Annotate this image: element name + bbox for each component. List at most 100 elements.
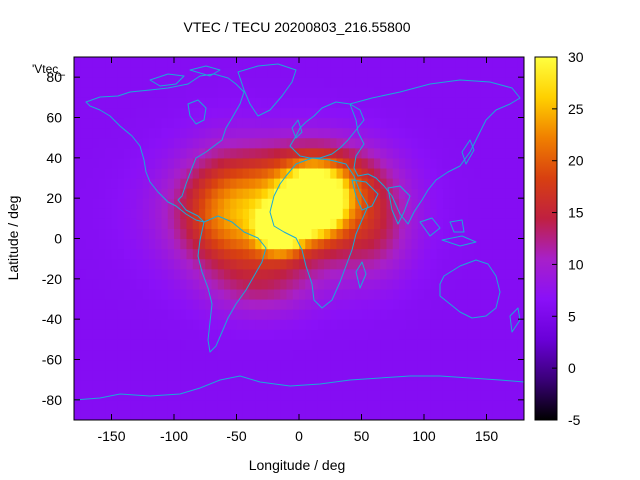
heat-cell xyxy=(517,389,524,401)
heat-cell xyxy=(480,127,488,139)
heat-cell xyxy=(411,268,419,280)
heat-cell xyxy=(174,399,181,411)
heat-cell xyxy=(155,107,163,119)
heat-cell xyxy=(99,309,106,320)
heat-cell xyxy=(455,188,463,199)
heat-cell xyxy=(330,268,338,280)
heat-cell xyxy=(317,87,325,98)
heat-cell xyxy=(111,238,119,250)
heat-cell xyxy=(330,57,338,68)
heat-cell xyxy=(386,349,394,361)
heat-cell xyxy=(186,67,194,78)
heat-cell xyxy=(105,157,113,169)
heat-cell xyxy=(92,127,100,139)
heat-cell xyxy=(286,339,294,351)
heat-cell xyxy=(255,319,263,330)
heat-cell xyxy=(124,359,131,371)
heat-cell xyxy=(174,57,181,68)
heat-cell xyxy=(117,208,125,219)
heat-cell xyxy=(105,329,113,340)
heat-cell xyxy=(180,157,188,169)
heat-cell xyxy=(367,339,375,351)
heat-cell xyxy=(455,178,463,189)
heat-cell xyxy=(330,349,338,361)
heat-cell xyxy=(149,379,156,391)
heat-cell xyxy=(261,137,269,149)
heat-cell xyxy=(255,117,263,129)
heat-cell xyxy=(136,167,144,179)
heat-cell xyxy=(117,77,125,88)
heat-cell xyxy=(111,77,119,88)
heat-cell xyxy=(280,399,288,411)
heat-cell xyxy=(474,107,481,119)
heat-cell xyxy=(386,198,394,209)
heat-cell xyxy=(199,218,206,230)
heat-cell xyxy=(455,218,463,230)
heat-cell xyxy=(392,329,400,340)
heat-cell xyxy=(155,137,163,149)
heat-cell xyxy=(142,117,150,129)
heat-cell xyxy=(511,147,519,159)
heat-cell xyxy=(317,258,325,270)
heat-cell xyxy=(130,228,138,240)
heat-cell xyxy=(380,278,388,290)
heat-cell xyxy=(442,248,450,260)
y-tick-label: 60 xyxy=(46,110,62,126)
heat-cell xyxy=(242,258,250,270)
heat-cell xyxy=(449,218,456,230)
heat-cell xyxy=(449,369,456,381)
heat-cell xyxy=(217,228,225,240)
heat-cell xyxy=(399,67,406,78)
heat-cell xyxy=(361,379,369,391)
heat-cell xyxy=(280,288,288,300)
heat-cell xyxy=(511,77,519,88)
heat-cell xyxy=(99,369,106,381)
heat-cell xyxy=(280,137,288,149)
heat-cell xyxy=(399,228,406,240)
heat-cell xyxy=(367,127,375,139)
heat-cell xyxy=(399,329,406,340)
heat-cell xyxy=(392,107,400,119)
heat-cell xyxy=(74,238,81,250)
heat-cell xyxy=(167,359,175,371)
heat-cell xyxy=(105,228,113,240)
heat-cell xyxy=(311,268,319,280)
heat-cell xyxy=(111,319,119,330)
colorbar xyxy=(534,56,558,421)
heat-cell xyxy=(392,319,400,330)
heat-cell xyxy=(405,319,413,330)
heat-cell xyxy=(467,329,475,340)
heat-cell xyxy=(261,349,269,361)
heat-cell xyxy=(267,248,275,260)
heat-cell xyxy=(505,278,513,290)
heat-cell xyxy=(167,278,175,290)
heat-cell xyxy=(274,248,281,260)
heat-cell xyxy=(467,57,475,68)
heat-cell xyxy=(324,137,331,149)
heat-cell xyxy=(392,178,400,189)
heat-cell xyxy=(136,198,144,209)
heat-cell xyxy=(292,87,300,98)
heat-cell xyxy=(467,67,475,78)
heat-cell xyxy=(436,359,444,371)
heat-cell xyxy=(386,67,394,78)
heat-cell xyxy=(399,248,406,260)
heat-cell xyxy=(511,157,519,169)
heat-cell xyxy=(499,349,506,361)
coastline-british-isles xyxy=(291,119,303,139)
heat-cell xyxy=(430,147,438,159)
heat-cell xyxy=(192,87,200,98)
heat-cell xyxy=(142,268,150,280)
heat-cell xyxy=(230,349,238,361)
heat-cell xyxy=(130,218,138,230)
heat-cell xyxy=(417,319,425,330)
heat-cell xyxy=(174,188,181,199)
heat-cell xyxy=(267,178,275,189)
heat-cell xyxy=(280,299,288,310)
heat-cell xyxy=(242,349,250,361)
heat-cell xyxy=(136,77,144,88)
heat-cell xyxy=(117,97,125,109)
heat-cell xyxy=(299,309,306,320)
heat-cell xyxy=(386,107,394,119)
heat-cell xyxy=(105,147,113,159)
